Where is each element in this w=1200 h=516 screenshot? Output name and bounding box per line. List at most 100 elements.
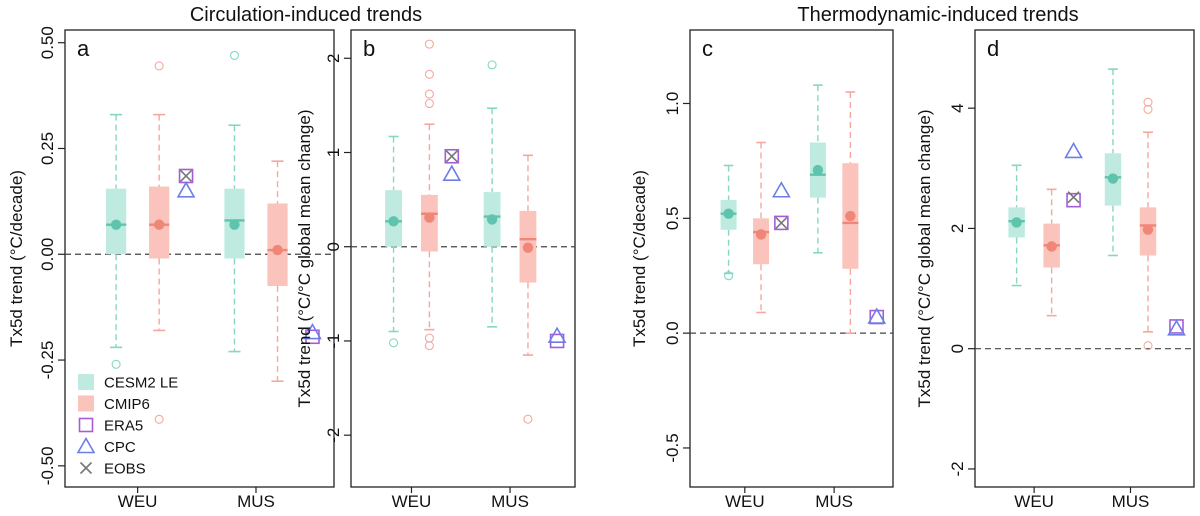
mean-point (755, 229, 767, 240)
era5-marker (444, 148, 460, 164)
outlier-point (1143, 97, 1153, 107)
mean-point (522, 242, 534, 253)
y-axis-label: Tx5d trend (°C/°C global mean change) (295, 109, 314, 407)
y-tick-label: -2 (324, 428, 343, 443)
box-cmip6-mus (267, 160, 288, 383)
legend-item-eobs: EOBS (79, 461, 146, 478)
outlier-point (229, 50, 240, 60)
legend-swatch-eobs (79, 461, 93, 475)
outlier-point (424, 69, 434, 79)
y-tick-label: 4 (948, 103, 967, 112)
mean-point (424, 212, 435, 223)
mean-point (1011, 217, 1022, 228)
legend-label: CMIP6 (104, 396, 150, 413)
legend-item-cmip6: CMIP6 (78, 395, 150, 413)
y-tick-label: 1.0 (663, 92, 682, 116)
box-cesm2-mus (483, 60, 501, 328)
box-cmip6-weu (421, 39, 438, 351)
x-tick-label: MUS (815, 492, 853, 511)
outlier-point (424, 341, 434, 351)
panel-letter: b (363, 36, 375, 61)
mean-point (110, 219, 122, 230)
mean-point (272, 244, 283, 256)
mean-point (153, 219, 165, 230)
outlier-point (1143, 104, 1153, 114)
iqr-box (267, 203, 288, 287)
outlier-point (111, 359, 121, 369)
y-tick-label: -0.50 (38, 446, 57, 485)
y-tick-label: 0.25 (38, 132, 57, 165)
x-tick-label: WEU (1014, 492, 1054, 511)
outlier-point (424, 39, 434, 49)
panel-frame (64, 29, 335, 488)
y-tick-label: 0.00 (38, 238, 57, 271)
legend-swatch-cmip6 (78, 395, 94, 412)
y-axis-label: Tx5d trend (°C/decade) (630, 170, 649, 347)
box-cmip6-mus (1139, 97, 1157, 351)
panel-letter: d (987, 36, 999, 61)
outlier-point (154, 61, 164, 71)
cpc-marker (1064, 141, 1083, 159)
x-tick-label: WEU (118, 492, 158, 511)
y-tick-label: 0.50 (38, 26, 57, 59)
box-cesm2-mus (1104, 68, 1122, 257)
box-cesm2-weu (106, 113, 127, 369)
panel-letter: c (702, 36, 713, 61)
y-tick-label: 2 (948, 224, 967, 233)
y-tick-label: 0.5 (663, 206, 682, 230)
y-tick-label: 2 (324, 54, 343, 63)
legend-label: ERA5 (104, 418, 143, 435)
panel-c: c -0.5 0.0 0.5 1.0 Tx5d trend (°C/decade) WEU M… (630, 29, 894, 511)
box-cesm2-weu (720, 164, 737, 281)
x-tick-label: MUS (237, 492, 275, 511)
box-cesm2-mus (809, 84, 826, 254)
outlier-point (724, 271, 734, 281)
box-cmip6-mus (519, 154, 537, 424)
outlier-point (424, 333, 434, 343)
legend-item-cpc: CPC (76, 436, 136, 456)
eobs-marker (445, 150, 458, 163)
x-tick-label: WEU (725, 492, 765, 511)
y-tick-label: -2 (948, 461, 967, 476)
cpc-marker (176, 181, 196, 198)
mean-point (1046, 241, 1057, 252)
panel-frame (974, 29, 1195, 488)
y-tick-label: 0 (324, 242, 343, 251)
box-cmip6-weu (149, 61, 170, 424)
panel-a: a -0.50 -0.25 0.00 0.25 0.50 Tx5d trend (°C/de… (7, 26, 335, 511)
x-tick-label: MUS (1112, 492, 1150, 511)
box-cmip6-weu (1043, 188, 1060, 317)
outlier-point (487, 60, 497, 70)
group-title-thermodynamic: Thermodynamic-induced trends (797, 4, 1078, 26)
cpc-marker (1167, 319, 1186, 336)
legend-label: CESM2 LE (104, 375, 178, 392)
legend-label: EOBS (104, 461, 146, 478)
y-tick-label: -1 (324, 333, 343, 348)
mean-point (723, 208, 734, 219)
box-cesm2-weu (1008, 164, 1025, 287)
legend-label: CPC (104, 439, 136, 456)
mean-point (845, 210, 856, 222)
legend-item-cesm2-le: CESM2 LE (78, 374, 178, 392)
legend-item-era5: ERA5 (78, 417, 143, 435)
panel-b: b -2 -1 0 1 2 Tx5d trend (°C/°C global mean ch… (295, 29, 576, 511)
box-cesm2-mus (224, 50, 245, 353)
mean-point (486, 214, 498, 225)
iqr-box (753, 218, 770, 265)
eobs-marker (775, 216, 788, 229)
cpc-marker (303, 322, 322, 340)
outlier-point (154, 414, 164, 424)
legend-swatch-era5 (78, 417, 94, 433)
y-tick-label: -0.25 (38, 341, 57, 380)
y-tick-label: -0.5 (663, 433, 682, 462)
era5-marker (774, 215, 789, 231)
iqr-box (421, 194, 438, 252)
outlier-point (1143, 341, 1153, 351)
x-tick-label: MUS (491, 492, 529, 511)
y-axis-label: Tx5d trend (°C/°C global mean change) (915, 109, 934, 407)
outlier-point (424, 98, 434, 109)
y-tick-label: 1 (324, 148, 343, 157)
